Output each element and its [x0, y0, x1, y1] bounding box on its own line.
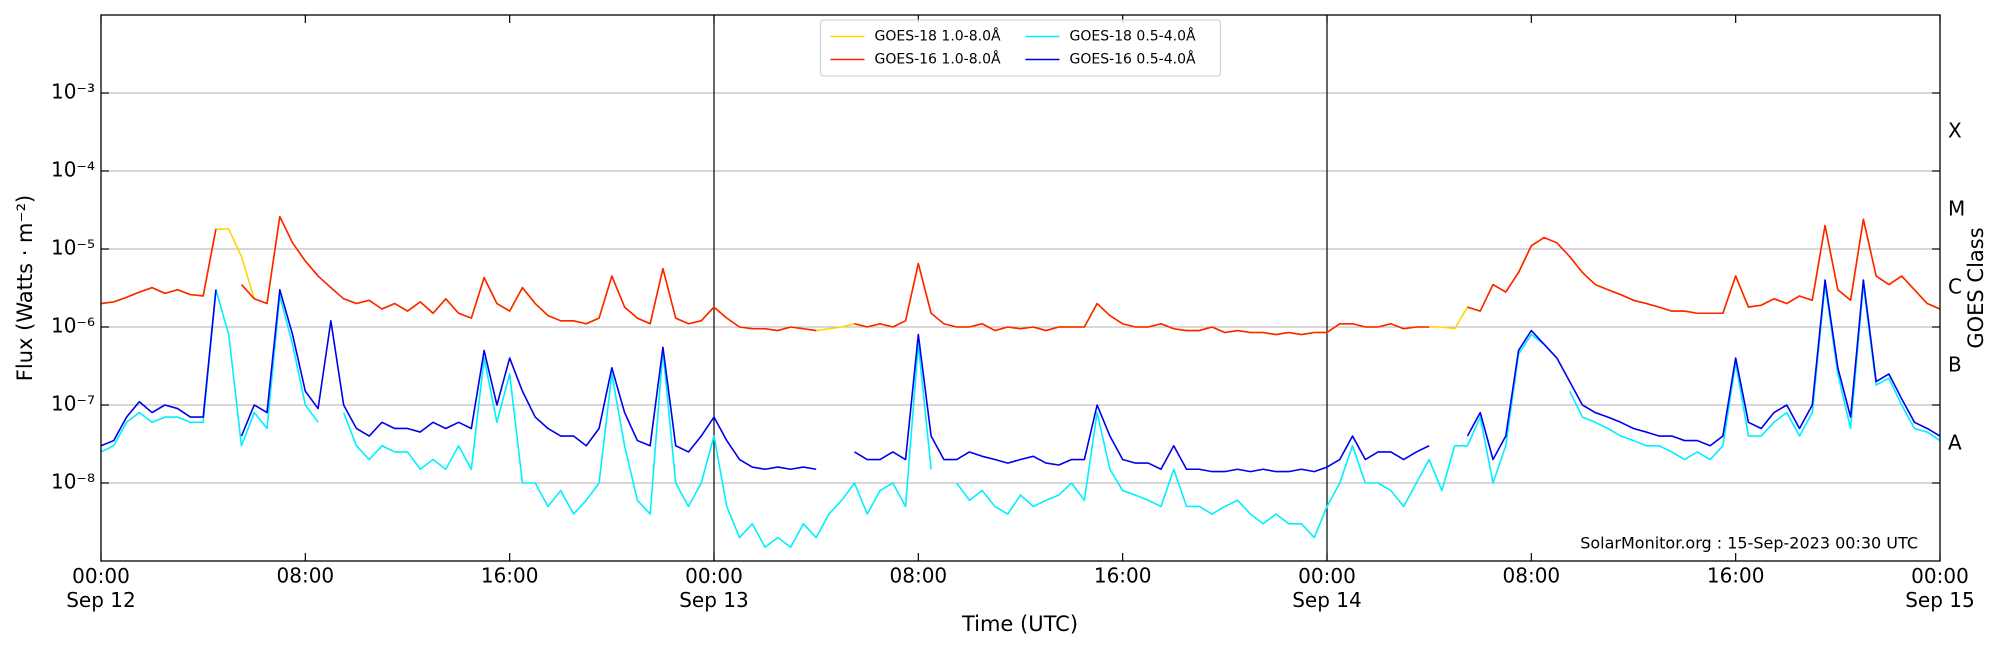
- annotation: SolarMonitor.org : 15-Sep-2023 00:30 UTC: [1580, 534, 1918, 553]
- x-tick-label: 16:00: [1707, 564, 1765, 588]
- y2-tick-label: A: [1948, 431, 1962, 455]
- series-line: [101, 215, 1940, 336]
- y-tick-label: 10⁻⁴: [51, 158, 95, 182]
- legend-label: GOES-18 1.0-8.0Å: [875, 28, 1001, 45]
- y-tick-label: 10⁻⁷: [51, 392, 95, 416]
- legend-label: GOES-16 1.0-8.0Å: [875, 51, 1001, 68]
- y-tick-label: 10⁻⁵: [51, 236, 95, 260]
- x-tick-label: 08:00: [890, 564, 948, 588]
- plot-lines: [101, 215, 1940, 549]
- x-tick-label: 00:00 Sep 14: [1292, 564, 1362, 612]
- legend-label: GOES-18 0.5-4.0Å: [1070, 28, 1196, 45]
- x-tick-label: 08:00: [1503, 564, 1561, 588]
- y2-tick-label: M: [1948, 197, 1965, 221]
- grid: [101, 15, 1940, 561]
- x-tick-label: 00:00 Sep 13: [679, 564, 749, 612]
- legend-label: GOES-16 0.5-4.0Å: [1070, 51, 1196, 68]
- y-tick-label: 10⁻⁸: [51, 470, 95, 494]
- x-tick-label: 00:00 Sep 12: [66, 564, 136, 612]
- y-tick-label: 10⁻³: [51, 80, 95, 104]
- y2-tick-label: C: [1948, 275, 1962, 299]
- x-axis-label: Time (UTC): [961, 612, 1078, 636]
- x-tick-label: 16:00: [481, 564, 539, 588]
- axes: 10⁻⁸ 10⁻⁷ 10⁻⁶ 10⁻⁵ 10⁻⁴ 10⁻³ A B C M X 00:00 Sep 12…: [51, 15, 1975, 612]
- legend-box: [820, 19, 1221, 77]
- series-line: [101, 279, 1940, 473]
- x-tick-label: 00:00 Sep 15: [1905, 564, 1975, 612]
- legend: GOES-18 1.0-8.0Å GOES-16 1.0-8.0Å GOES-18 …: [820, 19, 1221, 77]
- y-tick-label: 10⁻⁶: [51, 314, 95, 338]
- y2-tick-label: X: [1948, 119, 1962, 143]
- x-tick-label: 08:00: [277, 564, 335, 588]
- x-tick-label: 16:00: [1094, 564, 1152, 588]
- plot-frame: [100, 14, 1941, 562]
- y-axis-label: Flux (Watts · m⁻²): [13, 195, 37, 381]
- y2-tick-label: B: [1948, 353, 1962, 377]
- y2-axis-label: GOES Class: [1964, 227, 1988, 348]
